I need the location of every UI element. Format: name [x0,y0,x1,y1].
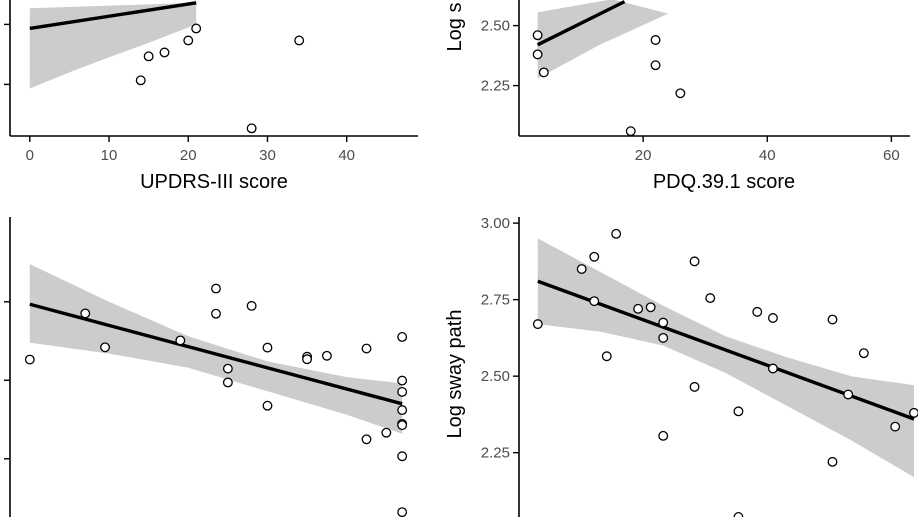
data-point [752,306,763,317]
data-point [589,251,600,262]
data-point [532,49,543,60]
data-point [262,400,273,411]
data-point [397,420,408,431]
data-point [650,60,661,71]
data-point [143,51,154,62]
data-point [302,354,313,365]
x-axis-title: PDQ.39.1 score [653,171,795,193]
data-point [827,456,838,467]
data-point [658,430,669,441]
data-point [705,293,716,304]
data-point [135,75,146,86]
data-point [909,407,918,418]
x-tick-label: 40 [759,147,776,164]
data-point [191,23,202,34]
x-tick-label: 20 [180,147,197,164]
data-point [858,348,869,359]
y-tick-label: 2.25 [481,445,510,462]
data-point [589,296,600,307]
panel-lower-right-sway-path: 2.25 2.50 2.75 3.00 Log sway path [444,215,918,517]
data-point [767,313,778,323]
confidence-band [29,2,197,89]
x-tick-label: 30 [259,147,276,164]
data-point [576,264,587,274]
data-point [262,342,273,353]
data-point [767,363,778,374]
data-point [397,507,408,517]
data-point [80,308,91,319]
y-tick-label: 2.50 [481,18,510,35]
data-point [175,335,186,346]
x-tick-label: 0 [26,147,34,164]
y-tick-label: 3.00 [481,215,510,232]
data-point [397,386,408,397]
data-point [24,354,35,365]
data-point [733,406,744,417]
x-tick-label: 60 [883,147,900,164]
data-point [397,331,408,342]
y-axis-title: Log s [444,3,466,52]
panel-lower-left [4,217,408,517]
data-point [246,123,257,134]
y-tick-label: 2.25 [481,78,510,95]
x-tick-label: 20 [635,147,652,164]
data-point [361,343,372,354]
data-point [538,67,549,78]
data-point [222,363,233,374]
data-point [645,302,656,313]
data-point [397,451,408,462]
regression-line [29,302,403,406]
data-point [733,511,744,517]
data-point [397,405,408,416]
data-point [183,35,194,46]
data-point [211,283,221,294]
y-axis-title: Log sway path [444,310,466,439]
data-point [843,389,854,400]
data-point [689,256,700,267]
data-point [397,375,408,386]
data-point [611,228,622,239]
data-point [246,300,257,311]
data-point [625,126,636,137]
confidence-band [29,264,403,434]
x-tick-label: 40 [338,147,355,164]
data-point [658,332,669,343]
data-point [532,319,543,330]
y-tick-label: 2.75 [481,292,510,309]
y-tick-label: 2.50 [481,368,510,385]
data-point [381,427,392,438]
data-point [675,88,686,99]
x-tick-label: 10 [101,147,118,164]
data-point [689,381,700,392]
data-point [361,434,372,445]
panel-updrs-sway: 0 10 20 30 40 UPDRS-III score [4,0,418,193]
data-point [222,377,233,388]
confidence-band [537,0,668,79]
regression-line [536,0,626,47]
data-point [321,350,332,361]
data-point [294,35,305,46]
data-point [827,314,838,325]
panel-pdq-sway: 2.25 2.50 20 40 60 PDQ.39.1 score Log s [444,0,910,193]
data-point [890,421,901,432]
data-point [633,303,644,314]
data-point [658,317,669,328]
data-point [159,47,170,58]
data-point [100,342,111,353]
data-point [532,30,543,41]
data-point [601,351,612,362]
regression-line [29,1,197,31]
x-axis-title: UPDRS-III score [140,171,288,193]
data-point [650,35,661,45]
data-point [211,308,221,319]
confidence-band [537,238,914,478]
